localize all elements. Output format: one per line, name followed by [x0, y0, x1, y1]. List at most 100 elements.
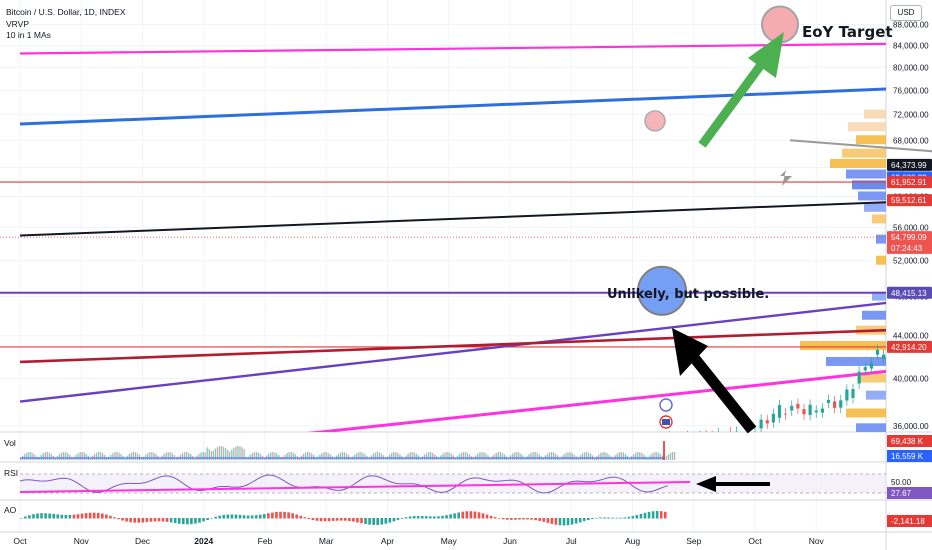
volume-bar	[393, 452, 395, 460]
volume-bar	[329, 454, 331, 460]
volume-bar	[253, 452, 255, 460]
volume-bar	[65, 452, 67, 460]
ao-bar	[307, 518, 311, 520]
time-axis[interactable]: Oct Nov Dec 2024 Feb Mar Apr May Jun Jul Aug Sep Oct…	[13, 536, 824, 546]
green-arrow-shaft	[698, 55, 770, 148]
candle-body	[765, 420, 769, 424]
ao-bar	[485, 514, 489, 519]
candle-body	[680, 439, 683, 440]
ao-bar	[101, 513, 104, 519]
indicator-mas-label[interactable]: 10 in 1 MAs	[6, 30, 51, 40]
volume-bar	[569, 452, 571, 460]
candle-body	[851, 389, 855, 398]
rsi-line	[19, 474, 669, 494]
ao-bar	[591, 518, 594, 520]
volume-bar	[255, 452, 258, 460]
volume-bar	[489, 457, 491, 460]
candle-body	[777, 405, 782, 418]
ao-bar	[607, 517, 610, 519]
candle-body	[869, 362, 873, 369]
price-tag	[887, 176, 932, 189]
main-price-pane	[0, 42, 886, 442]
volume-bar	[130, 452, 132, 460]
candle-body	[747, 435, 750, 436]
ao-bar	[587, 518, 590, 521]
ao-bar	[400, 518, 404, 519]
volume-bar	[665, 456, 668, 460]
vp-bar	[872, 291, 886, 301]
ao-bar	[526, 518, 529, 520]
ao-bar	[623, 517, 627, 519]
volume-bar	[304, 452, 307, 460]
volume-bar	[237, 446, 239, 460]
ao-pane-label[interactable]: AO	[4, 505, 17, 515]
volume-bar	[350, 457, 352, 460]
volume-bar	[243, 449, 245, 460]
volume-bar	[218, 446, 221, 460]
ao-bar	[234, 514, 238, 519]
vp-bar	[862, 310, 886, 320]
price-axis[interactable]: 36,000.0040,000.0044,000.0048,000.0052,0…	[887, 21, 932, 528]
ao-bar	[44, 513, 47, 519]
ao-bar	[372, 518, 375, 526]
ao-bar	[210, 518, 213, 519]
volume-bar	[235, 446, 237, 460]
trendline-black-upper	[19, 201, 886, 237]
candle-body	[790, 405, 794, 411]
volume-bar	[450, 453, 452, 460]
volume-bar	[42, 453, 44, 460]
volume-bar	[206, 447, 208, 460]
volume-bar	[227, 450, 229, 460]
volume-bar	[102, 453, 104, 460]
volume-bar	[583, 452, 586, 460]
volume-bar	[538, 454, 540, 460]
ao-bar	[28, 515, 31, 519]
volume-bar	[667, 454, 670, 460]
volume-bar	[30, 452, 32, 460]
volume-bar	[659, 453, 661, 460]
price-tag-label: 64,373.99	[891, 161, 927, 170]
ao-bar	[619, 517, 622, 519]
ao-bar	[60, 514, 64, 519]
volume-bar	[116, 452, 118, 460]
volume-bar	[553, 452, 555, 460]
volume-bar	[198, 453, 200, 460]
ao-bar	[190, 518, 193, 525]
candle-body	[686, 436, 689, 437]
volume-bar	[598, 454, 600, 460]
vp-bar	[846, 169, 886, 179]
ao-bar	[117, 518, 120, 520]
ao-bar	[291, 513, 294, 519]
ao-bar	[392, 518, 396, 522]
ao-bar	[339, 518, 343, 521]
vol-pane-label[interactable]: Vol	[4, 438, 16, 448]
vp-bar	[848, 122, 886, 132]
volume-bar	[118, 452, 120, 460]
volume-bar	[58, 453, 61, 460]
price-tag-label: 48,415.13	[891, 289, 927, 298]
volume-bar	[186, 452, 188, 460]
ao-bar	[331, 518, 335, 521]
ao-bar	[76, 514, 80, 519]
currency-badge[interactable]: USD	[890, 5, 922, 21]
volume-bar	[571, 452, 573, 460]
volume-bar	[120, 454, 122, 460]
indicator-vrvp-label[interactable]: VRVP	[6, 19, 29, 29]
ao-bar	[287, 512, 290, 519]
price-tick-label: 68,000.00	[893, 136, 929, 145]
ao-bar	[655, 511, 659, 519]
ao-bar	[457, 512, 460, 519]
time-tick-label: Aug	[625, 536, 640, 546]
rsi-pane-label[interactable]: RSI	[4, 468, 19, 478]
ao-bar	[651, 511, 655, 519]
volume-bar	[104, 454, 106, 460]
ao-bar	[603, 517, 606, 519]
candle-body	[668, 436, 671, 442]
ao-bar	[323, 518, 327, 522]
ao-bar	[145, 518, 149, 523]
ao-bar	[506, 518, 509, 520]
volume-bar	[159, 457, 161, 460]
ao-bar	[327, 518, 331, 522]
ao-bar	[493, 517, 497, 519]
